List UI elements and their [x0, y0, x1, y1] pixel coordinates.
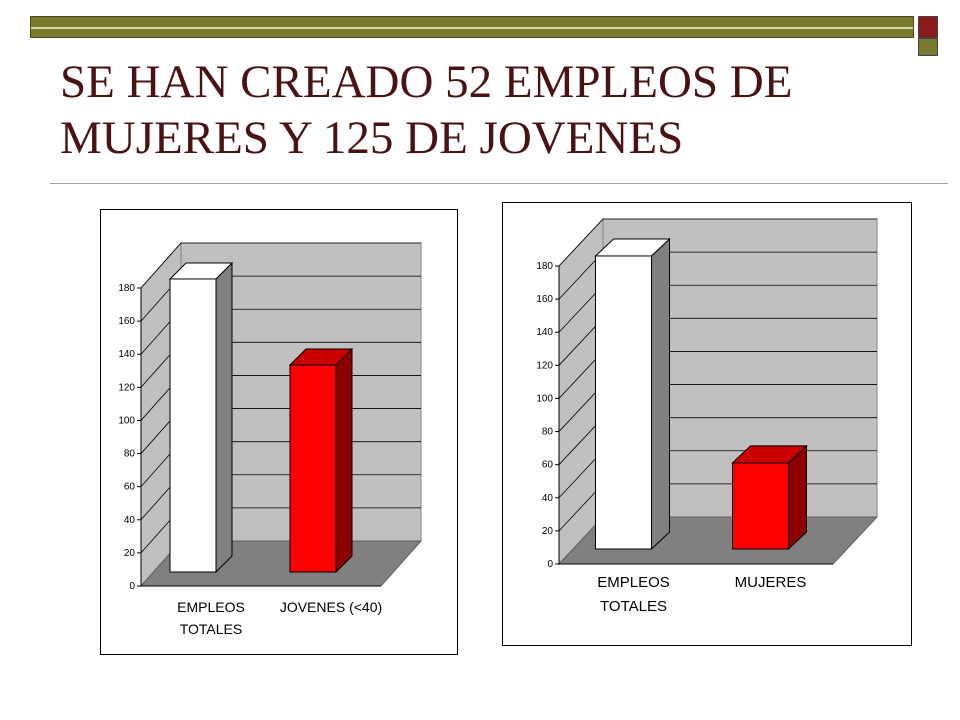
chart-mujeres-bar-2-side: [788, 444, 807, 551]
chart-mujeres-category-label-line: TOTALES: [600, 598, 667, 615]
chart-jovenes-y-tick-label: 40: [124, 515, 136, 526]
chart-jovenes-category-label-line: JOVENES (<40): [280, 599, 382, 615]
title-accent-bar: [30, 16, 914, 38]
accent-bar-stripe: [31, 27, 913, 29]
chart-jovenes-category-label-line: EMPLEOS: [177, 599, 245, 615]
chart-jovenes-gridline: [140, 242, 421, 289]
chart-jovenes-bar-2-side: [335, 347, 353, 574]
chart-jovenes: 0 20 40 60 80 100 120 140 160 180 EMPLEOS TOTALES JO…: [100, 209, 458, 655]
chart-jovenes-category-label-line: TOTALES: [180, 621, 243, 637]
chart-jovenes-y-tick-label: 60: [124, 482, 136, 493]
chart-jovenes-bar-2: [289, 364, 337, 573]
chart-jovenes-y-tick-label: 120: [118, 382, 135, 393]
chart-mujeres-y-tick-label: 0: [547, 559, 553, 570]
chart-mujeres-y-tick-label: 80: [542, 427, 554, 438]
accent-square-red: [918, 16, 938, 38]
chart-jovenes-plot: 0 20 40 60 80 100 120 140 160 180 EMPLEOS TOTALES JO…: [118, 241, 423, 637]
chart-mujeres-plot: 0 20 40 60 80 100 120 140 160 180 EMPLEOS TOTALES MU…: [536, 217, 879, 615]
chart-mujeres-y-tick-label: 100: [536, 393, 553, 404]
chart-jovenes-category-label-2: JOVENES (<40): [280, 599, 382, 615]
accent-square-olive: [918, 38, 938, 56]
chart-mujeres-y-tick-label: 140: [536, 327, 553, 338]
chart-mujeres: 0 20 40 60 80 100 120 140 160 180 EMPLEOS TOTALES MU…: [502, 202, 912, 646]
chart-jovenes-y-tick-label: 180: [118, 283, 135, 294]
slide-title-line-1: SE HAN CREADO 52 EMPLEOS DE: [60, 56, 793, 108]
chart-jovenes-bar-1-side: [215, 261, 233, 574]
chart-mujeres-category-label-line: MUJERES: [735, 574, 807, 591]
chart-mujeres-y-tick-label: 120: [536, 360, 553, 371]
title-divider: [50, 183, 948, 184]
chart-jovenes-y-tick-label: 80: [124, 449, 136, 460]
chart-mujeres-y-tick-label: 60: [542, 460, 554, 471]
chart-jovenes-y-tick-label: 140: [118, 349, 135, 360]
chart-mujeres-y-tick-label: 160: [536, 294, 553, 305]
chart-mujeres-gridline: [558, 218, 877, 267]
chart-jovenes-category-label-1: EMPLEOS TOTALES: [177, 599, 245, 637]
chart-mujeres-category-label-line: EMPLEOS: [597, 574, 670, 591]
slide-title: SE HAN CREADO 52 EMPLEOS DE MUJERES Y 12…: [60, 54, 920, 166]
chart-jovenes-y-tick-label: 100: [118, 415, 135, 426]
slide-title-line-2: MUJERES Y 125 DE JOVENES: [60, 112, 684, 164]
chart-mujeres-y-tick-label: 20: [542, 526, 554, 537]
chart-jovenes-y-tick-label: 0: [129, 581, 135, 592]
chart-mujeres-category-label-1: EMPLEOS TOTALES: [597, 574, 670, 615]
chart-mujeres-category-label-2: MUJERES: [735, 574, 807, 591]
chart-mujeres-bar-1: [595, 255, 652, 550]
chart-jovenes-y-tick-label: 160: [118, 316, 135, 327]
chart-jovenes-y-tick-label: 20: [124, 548, 136, 559]
chart-jovenes-bar-1: [169, 278, 217, 573]
chart-mujeres-bar-2: [732, 462, 789, 550]
chart-mujeres-y-tick-label: 180: [536, 261, 553, 272]
chart-mujeres-y-tick-label: 40: [542, 493, 554, 504]
chart-mujeres-bar-1-side: [651, 237, 670, 551]
